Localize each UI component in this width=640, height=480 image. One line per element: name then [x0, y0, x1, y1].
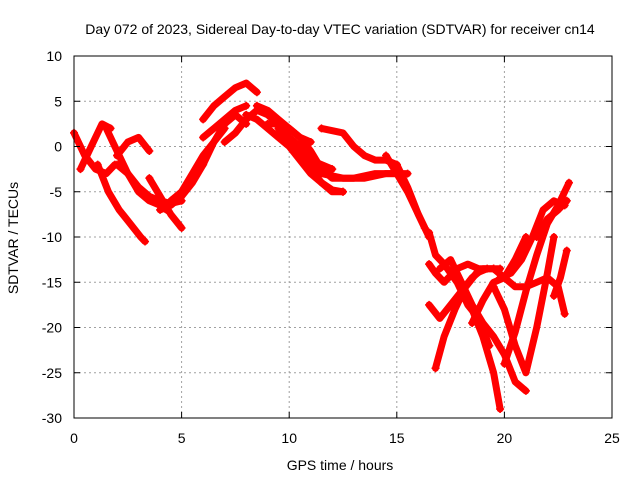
series-track-19	[296, 143, 412, 182]
y-axis-label: SDTVAR / TECUs	[5, 182, 21, 294]
data-point-marker	[113, 151, 122, 160]
series-track-31	[496, 197, 569, 282]
data-point-marker	[420, 223, 429, 232]
series-track-6	[113, 133, 153, 160]
data-point-marker	[102, 124, 111, 133]
data-point-marker	[425, 228, 434, 237]
data-point-marker	[76, 165, 85, 174]
data-point-marker	[560, 309, 569, 318]
data-point-marker	[457, 278, 466, 287]
series-track-11	[199, 79, 261, 123]
data-point-marker	[500, 359, 509, 368]
data-point-marker	[274, 124, 283, 133]
x-tick-label: 10	[281, 430, 297, 446]
data-point-marker	[489, 264, 498, 273]
data-point-marker	[339, 187, 347, 196]
data-point-marker	[141, 237, 150, 246]
axes: 0 5 10 15 20 25 10 5 0 -5 -10 -15 -20 -25 -30	[42, 48, 620, 446]
series-track-21	[382, 152, 429, 232]
data-point-marker	[532, 233, 541, 241]
data-point-marker	[306, 137, 315, 146]
data-point-marker	[549, 233, 558, 241]
data-point-marker	[489, 282, 498, 291]
y-tick-label: 5	[54, 93, 62, 109]
data-point-marker	[145, 147, 154, 156]
data-point-marker	[382, 151, 391, 160]
data-series	[70, 79, 573, 413]
data-point-marker	[145, 174, 154, 183]
x-tick-label: 20	[497, 430, 513, 446]
data-point-marker	[166, 196, 175, 205]
data-point-marker	[113, 160, 122, 169]
y-tick-label: -25	[42, 365, 62, 381]
data-point-marker	[220, 137, 229, 146]
data-point-marker	[252, 101, 261, 110]
data-point-marker	[317, 124, 326, 133]
data-point-marker	[199, 133, 208, 142]
data-point-marker	[564, 178, 573, 187]
data-point-marker	[521, 386, 530, 395]
data-point-marker	[93, 160, 102, 169]
data-point-marker	[468, 318, 477, 327]
data-point-marker	[562, 196, 571, 205]
y-tick-label: 10	[46, 48, 62, 64]
data-point-marker	[425, 260, 434, 269]
data-point-marker	[199, 115, 208, 124]
data-point-marker	[431, 364, 440, 373]
y-tick-label: -15	[42, 274, 62, 290]
y-tick-label: -5	[50, 184, 63, 200]
data-point-marker	[252, 88, 261, 97]
series-track-33	[533, 197, 571, 241]
x-tick-label: 0	[70, 430, 78, 446]
data-point-marker	[496, 404, 505, 413]
series-track-29	[490, 233, 558, 377]
series-track-3	[94, 161, 149, 245]
data-point-marker	[242, 101, 251, 110]
series-track-12	[199, 102, 250, 141]
x-tick-label: 5	[178, 430, 186, 446]
series-track-1	[70, 129, 119, 178]
x-axis-label: GPS time / hours	[287, 457, 394, 473]
data-point-marker	[549, 291, 558, 300]
y-tick-label: -20	[42, 320, 62, 336]
data-point-marker	[156, 205, 165, 214]
y-tick-label: -30	[42, 410, 62, 426]
x-tick-label: 15	[389, 430, 405, 446]
data-point-marker	[177, 223, 186, 232]
y-tick-label: -10	[42, 229, 62, 245]
series-track-17	[274, 124, 347, 196]
data-point-marker	[425, 300, 434, 309]
chart-title: Day 072 of 2023, Sidereal Day-to-day VTE…	[85, 21, 595, 37]
data-point-marker	[177, 187, 186, 196]
data-point-marker	[435, 264, 444, 273]
series-track-34	[550, 247, 571, 300]
data-point-marker	[562, 246, 571, 255]
series-track-26	[432, 265, 491, 372]
data-point-marker	[263, 119, 272, 128]
grid	[74, 56, 612, 418]
data-point-marker	[242, 110, 251, 119]
data-point-marker	[328, 165, 337, 174]
data-point-marker	[295, 142, 304, 151]
series-track-28	[457, 278, 530, 395]
x-tick-label: 25	[604, 430, 620, 446]
y-tick-label: 0	[54, 139, 62, 155]
